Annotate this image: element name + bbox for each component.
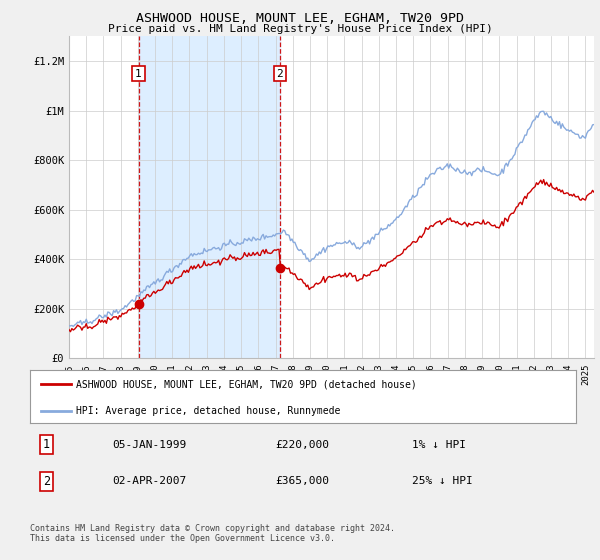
Text: 05-JAN-1999: 05-JAN-1999 — [112, 440, 186, 450]
Text: 02-APR-2007: 02-APR-2007 — [112, 476, 186, 486]
Text: 25% ↓ HPI: 25% ↓ HPI — [412, 476, 473, 486]
Text: 1% ↓ HPI: 1% ↓ HPI — [412, 440, 466, 450]
Text: 2: 2 — [277, 68, 283, 78]
Text: 2: 2 — [43, 475, 50, 488]
Text: 1: 1 — [135, 68, 142, 78]
Text: £365,000: £365,000 — [276, 476, 330, 486]
Text: ASHWOOD HOUSE, MOUNT LEE, EGHAM, TW20 9PD (detached house): ASHWOOD HOUSE, MOUNT LEE, EGHAM, TW20 9P… — [76, 380, 417, 390]
Text: 1: 1 — [43, 438, 50, 451]
Text: HPI: Average price, detached house, Runnymede: HPI: Average price, detached house, Runn… — [76, 406, 341, 416]
Text: ASHWOOD HOUSE, MOUNT LEE, EGHAM, TW20 9PD: ASHWOOD HOUSE, MOUNT LEE, EGHAM, TW20 9P… — [136, 12, 464, 25]
Text: Price paid vs. HM Land Registry's House Price Index (HPI): Price paid vs. HM Land Registry's House … — [107, 24, 493, 34]
Bar — [139, 36, 280, 358]
Text: Contains HM Land Registry data © Crown copyright and database right 2024.
This d: Contains HM Land Registry data © Crown c… — [30, 524, 395, 543]
Text: £220,000: £220,000 — [276, 440, 330, 450]
